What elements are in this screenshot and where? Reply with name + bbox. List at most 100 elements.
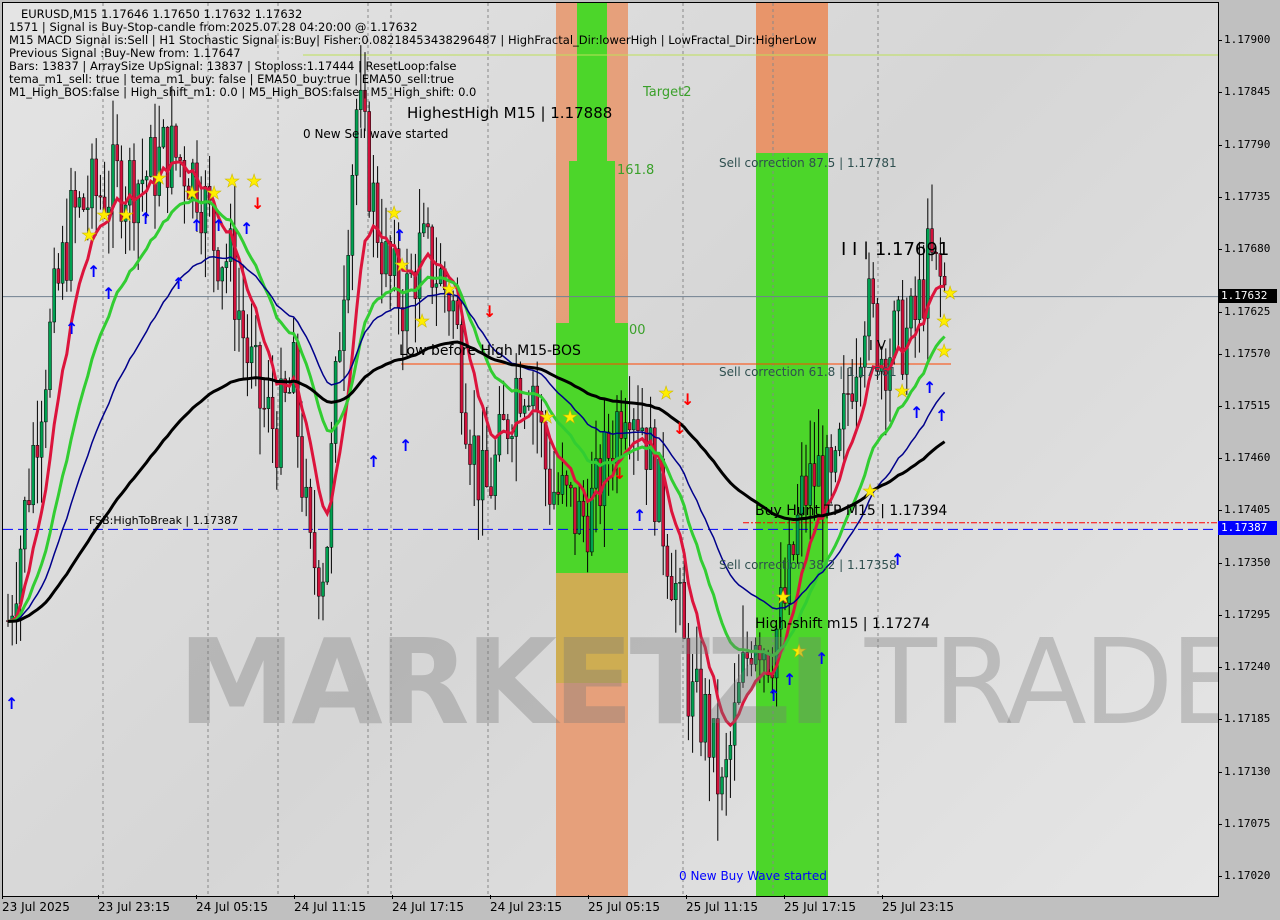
buy-arrow-icon: ↑ [393,226,406,245]
candle-body [594,458,598,489]
ema-mid-line [7,197,946,658]
candle-body [52,268,56,323]
candle-body [716,718,720,795]
candle-body [220,267,224,282]
candle-body [627,422,632,431]
price-tick-label: 1.17680 [1217,242,1271,255]
candle-body [367,111,371,212]
candle-body [111,144,115,208]
candle-body [56,268,61,284]
candle-body [728,744,733,760]
high-shift-label: High-shift m15 | 1.17274 [755,616,930,632]
sell-arrow-icon: ↓ [483,302,496,321]
sell-correction-382-label: Sell correction 38.2 | 1.17358 [719,558,897,572]
new-sell-wave-label: 0 New Sell wave started [303,127,449,141]
target-zone-green [577,3,607,163]
candle-body [724,759,728,778]
ema-long-line [7,340,946,623]
info-line: tema_m1_sell: true | tema_m1_buy: false … [9,72,455,86]
candle-body [858,366,863,378]
candle-body [312,532,317,569]
candle-body [560,475,565,495]
candle-body [90,158,94,209]
fsb-price-tag: 1.17387 [1218,521,1277,536]
candle-body [921,279,926,319]
candle-body [753,645,758,665]
candle-body [619,411,623,439]
candle-body [86,207,90,210]
candle-body [485,450,489,487]
fib-161-label: 161.8 [617,163,655,178]
candle-body [598,458,602,507]
time-tick-label: 24 Jul 17:15 [392,895,464,914]
buy-arrow-icon: ↑ [172,274,185,293]
candle-body [905,327,909,375]
candle-body [909,295,913,329]
candle-body [317,567,321,597]
candle-body [510,436,514,439]
candle-body [132,160,136,224]
candle-body [363,89,367,112]
candle-body [241,310,245,339]
buy-arrow-icon: ↑ [5,694,18,713]
candle-body [837,428,842,451]
buy-arrow-icon: ↑ [139,209,152,228]
symbol-ohlc: EURUSD,M15 1.17646 1.17650 1.17632 1.176… [21,7,303,21]
current-price-tag: 1.17632 [1218,288,1277,303]
candle-body [321,581,325,597]
candle-body [405,273,409,332]
candle-body [581,500,586,517]
time-tick-label: 23 Jul 2025 [2,895,70,914]
candle-body [186,185,191,200]
star-signal-icon: ★ [151,168,167,189]
candle-body [451,300,455,312]
candle-body [455,300,460,325]
candle-body [447,289,451,312]
ema-slow-line [7,256,946,623]
candle-body [615,411,619,464]
time-tick-label: 25 Jul 05:15 [588,895,660,914]
price-tick-label: 1.17735 [1217,189,1271,203]
candlestick-chart: ★★ ★★★ ★★ ★★★★★★ ★★★★★★★★★↑↑↑↑↑↑↑ ↑ ↑↑↑↑↑↑↑↑↑↑… [3,3,1218,896]
candle-body [422,223,426,234]
candle-body [913,295,917,320]
time-tick-label: 24 Jul 23:15 [490,895,562,914]
candle-body [606,431,611,459]
candle-body [359,89,363,110]
candle-body [308,486,313,533]
buy-arrow-icon: ↑ [923,378,936,397]
candle-body [808,463,812,506]
candle-body [115,144,119,162]
sell-correction-875-label: Sell correction 87.5 | 1.17781 [719,156,897,170]
candle-body [140,179,145,185]
price-tick-label: 1.17295 [1217,607,1271,621]
sell-arrow-icon: ↓ [673,419,686,438]
candle-body [245,337,250,364]
candle-body [161,126,166,148]
price-tick-label: 1.17460 [1217,451,1271,464]
candle-body [371,182,376,212]
candle-body [833,450,838,473]
candle-body [577,500,581,534]
candle-body [812,463,817,487]
candle-body [867,278,871,337]
candle-body [703,693,707,743]
candle-body [930,228,934,253]
candle-body [262,407,266,410]
candle-body [287,392,292,394]
candle-body [501,414,506,420]
candle-body [787,544,791,604]
price-tick-label: 1.17900 [1217,33,1271,46]
fib-100-label: 00 [629,323,646,338]
info-line: M15 MACD Signal is:Sell | H1 Stochastic … [9,33,817,47]
candle-body [875,303,880,372]
candle-body [665,545,670,577]
star-signal-icon: ★ [562,407,578,428]
candle-body [854,376,859,402]
chart-plot-area[interactable]: ★ ★ ★ ★ ★ ★ ★ ★ ★ ★ ★ ★ ★ ★ ★ ★ ★ ★ ★ ★ ★ ★ ↑ ↑ ↑ ↑ ↑ ↑ ↑ ↑ ↑ ↑ ↑ ↑ ↑ ↑ ↑ ↑ ↑ ↑… [2,2,1219,897]
target2-label: Target2 [643,85,692,100]
star-signal-icon: ★ [81,225,97,246]
info-line: 1571 | Signal is Buy-Stop-candle from:20… [9,20,418,34]
iv-label: I V [869,339,886,354]
candle-body [707,693,712,758]
